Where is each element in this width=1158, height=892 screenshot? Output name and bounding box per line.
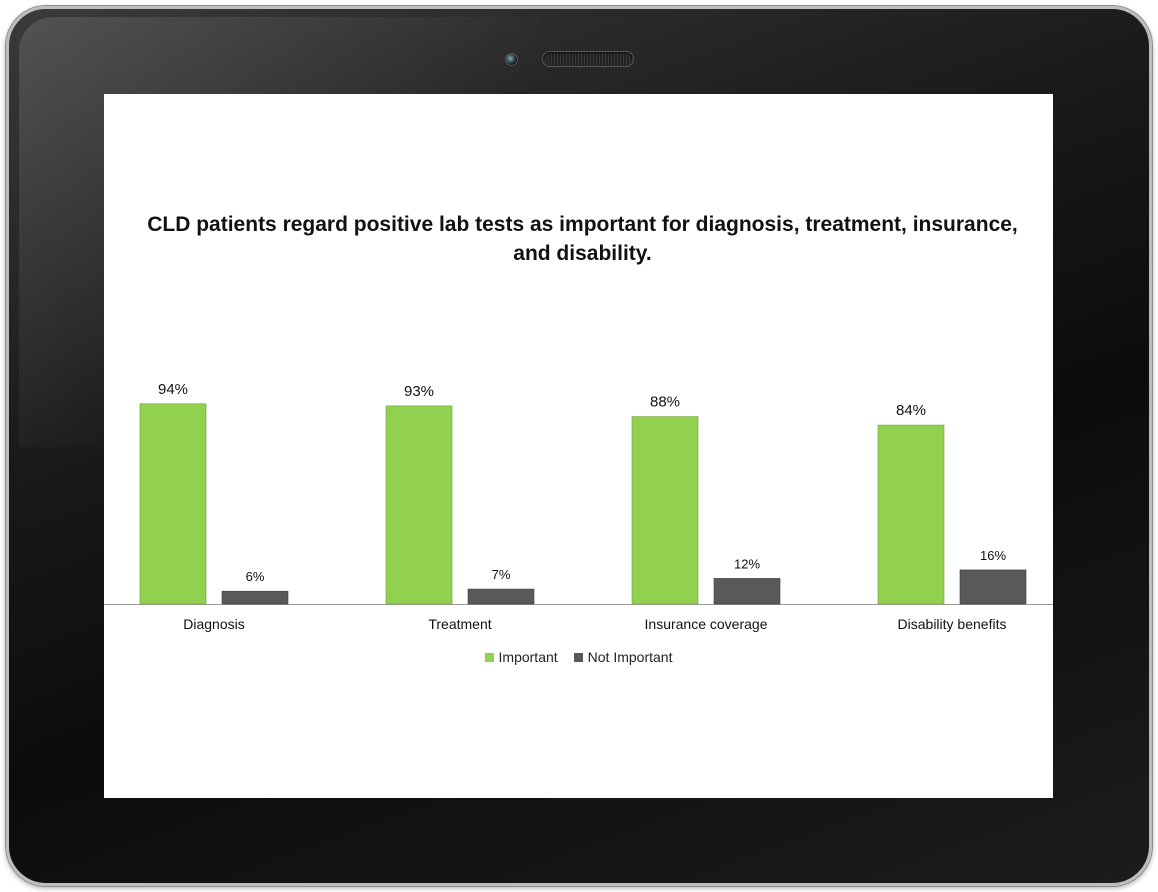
data-label-important-0: 94%	[158, 381, 188, 398]
bar-not-important-2	[713, 578, 781, 605]
data-label-not-important-0: 6%	[246, 569, 265, 584]
legend-swatch-important	[484, 652, 494, 662]
chart-plot: 94% 6% Diagnosis 93% 7% Treatment 88% 12% Insura…	[104, 381, 1053, 632]
category-label-3: Disability benefits	[898, 616, 1007, 632]
data-label-not-important-2: 12%	[734, 556, 760, 571]
bar-not-important-3	[959, 569, 1027, 605]
camera-icon	[505, 53, 518, 66]
legend-item-important: Important	[484, 649, 558, 665]
tablet-screen: 94% 6% Diagnosis 93% 7% Treatment 88% 12% Insura…	[104, 94, 1053, 798]
data-label-not-important-3: 16%	[980, 548, 1006, 563]
chart-legend: Important Not Important	[104, 647, 1053, 667]
legend-label-not-important: Not Important	[587, 649, 673, 665]
bar-not-important-0	[221, 590, 289, 605]
bar-important-2	[631, 416, 699, 605]
bar-not-important-1	[467, 588, 535, 605]
category-label-2: Insurance coverage	[645, 616, 768, 632]
bar-important-0	[139, 403, 207, 605]
category-label-0: Diagnosis	[183, 616, 244, 632]
data-label-important-3: 84%	[896, 402, 926, 419]
chart-title: CLD patients regard positive lab tests a…	[147, 213, 1018, 265]
bar-important-3	[877, 424, 945, 605]
data-label-important-1: 93%	[404, 383, 434, 400]
category-label-1: Treatment	[428, 616, 491, 632]
bar-important-1	[385, 405, 453, 605]
legend-label-important: Important	[498, 649, 558, 665]
legend-item-not-important: Not Important	[573, 649, 673, 665]
data-label-not-important-1: 7%	[492, 567, 511, 582]
data-label-important-2: 88%	[650, 394, 680, 411]
speaker-grille	[542, 51, 634, 67]
legend-swatch-not-important	[573, 652, 583, 662]
